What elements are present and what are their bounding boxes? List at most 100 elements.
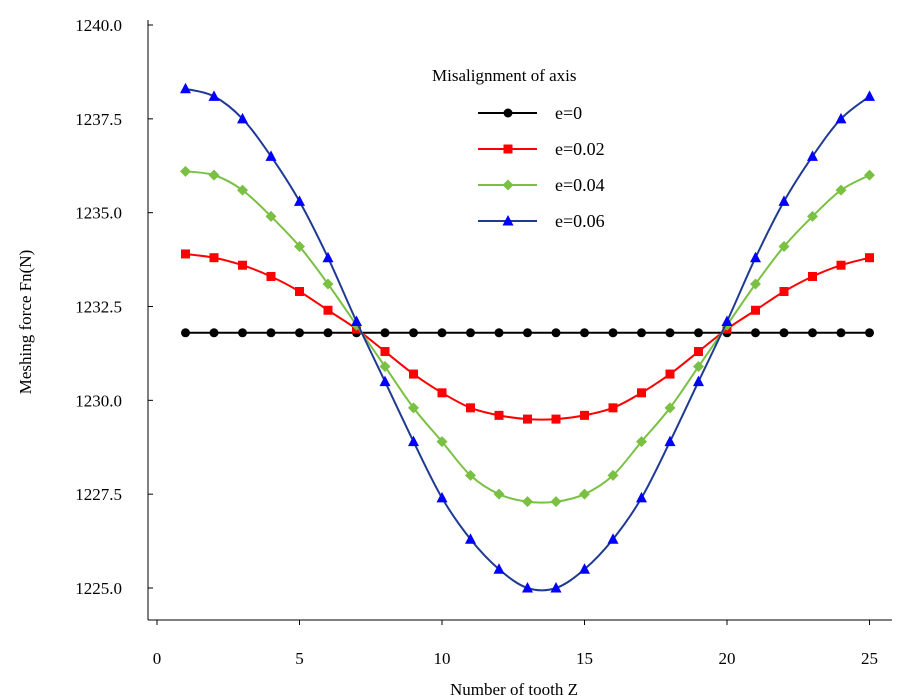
x-tick-label: 15 <box>576 649 593 668</box>
data-point <box>636 436 647 448</box>
x-axis-title: Number of tooth Z <box>450 680 578 699</box>
data-point <box>522 582 533 593</box>
data-point <box>351 315 362 327</box>
legend-marker <box>502 215 514 226</box>
data-point <box>323 328 333 338</box>
data-point <box>807 210 818 222</box>
data-point <box>550 496 562 508</box>
data-point <box>237 112 248 124</box>
series-e=0 <box>181 328 874 338</box>
data-point <box>209 253 219 263</box>
data-point <box>551 414 561 424</box>
data-point <box>181 249 190 259</box>
data-point <box>721 315 733 327</box>
data-point <box>779 286 789 296</box>
data-point <box>607 469 619 481</box>
x-tick-label: 10 <box>434 649 451 668</box>
data-point <box>408 435 419 447</box>
y-tick-label: 1230.0 <box>75 391 122 410</box>
data-point <box>265 150 277 161</box>
data-point <box>693 375 704 387</box>
data-point <box>266 271 276 281</box>
data-point <box>295 286 304 296</box>
data-point <box>864 169 875 181</box>
data-point <box>865 328 874 338</box>
data-point <box>322 278 334 290</box>
legend-title: Misalignment of axis <box>432 66 576 85</box>
data-point <box>238 260 247 270</box>
legend: Misalignment of axis e=0 e=0.02 e=0.04 e=0.… <box>432 66 605 231</box>
data-point <box>294 195 305 206</box>
data-point <box>379 375 391 387</box>
data-point <box>237 184 248 196</box>
data-point <box>436 436 448 448</box>
data-point <box>522 496 533 508</box>
data-point <box>693 361 704 373</box>
y-tick-label: 1235.0 <box>75 204 122 223</box>
series-line <box>185 87 871 592</box>
data-point <box>580 410 589 420</box>
x-tick-label: 25 <box>861 649 878 668</box>
series-group <box>180 82 875 593</box>
data-point <box>664 402 676 414</box>
x-tick-label: 5 <box>295 649 304 668</box>
legend-label: e=0 <box>555 103 582 123</box>
data-point <box>835 184 847 196</box>
data-point <box>294 240 305 252</box>
series-e=0.06 <box>180 82 875 593</box>
x-tick-label: 20 <box>719 649 736 668</box>
data-point <box>523 328 532 338</box>
y-tick-label: 1225.0 <box>75 579 122 598</box>
data-point <box>579 563 590 574</box>
data-point <box>180 82 191 94</box>
data-point <box>379 361 391 373</box>
data-point <box>580 328 589 338</box>
data-point <box>750 251 761 263</box>
data-point <box>408 402 419 414</box>
data-point <box>807 150 818 161</box>
data-point <box>608 403 618 413</box>
y-tick-label: 1232.5 <box>75 298 122 317</box>
data-point <box>209 328 219 338</box>
y-tick-label: 1227.5 <box>75 485 122 504</box>
x-tick-label: 0 <box>153 649 162 668</box>
data-point <box>436 491 448 503</box>
legend-marker <box>502 179 514 191</box>
data-point <box>779 328 789 338</box>
data-point <box>864 90 875 101</box>
data-point <box>778 240 790 252</box>
data-point <box>637 388 646 398</box>
data-point <box>751 305 760 315</box>
series-e=0.02 <box>181 249 874 424</box>
data-point <box>694 328 703 338</box>
data-point <box>437 328 447 338</box>
data-point <box>466 328 475 338</box>
data-point <box>380 328 390 338</box>
data-point <box>465 533 476 544</box>
data-point <box>465 469 476 481</box>
data-point <box>835 112 847 124</box>
data-point <box>750 278 761 290</box>
data-point <box>608 328 618 338</box>
data-point <box>322 251 334 263</box>
data-point <box>665 328 675 338</box>
y-tick-label: 1240.0 <box>75 16 122 35</box>
data-point <box>551 328 561 338</box>
data-point <box>523 414 532 424</box>
data-point <box>607 533 619 544</box>
data-point <box>751 328 760 338</box>
legend-marker <box>503 144 513 154</box>
y-tick-label: 1237.5 <box>75 110 122 129</box>
legend-label: e=0.06 <box>555 211 605 231</box>
data-point <box>550 582 562 593</box>
data-point <box>208 169 220 181</box>
data-point <box>493 488 505 500</box>
data-point <box>865 253 874 263</box>
data-point <box>266 328 276 338</box>
axes <box>147 20 892 621</box>
legend-label: e=0.02 <box>555 139 605 159</box>
data-point <box>437 388 447 398</box>
legend-marker <box>503 108 513 118</box>
data-point <box>181 328 190 338</box>
